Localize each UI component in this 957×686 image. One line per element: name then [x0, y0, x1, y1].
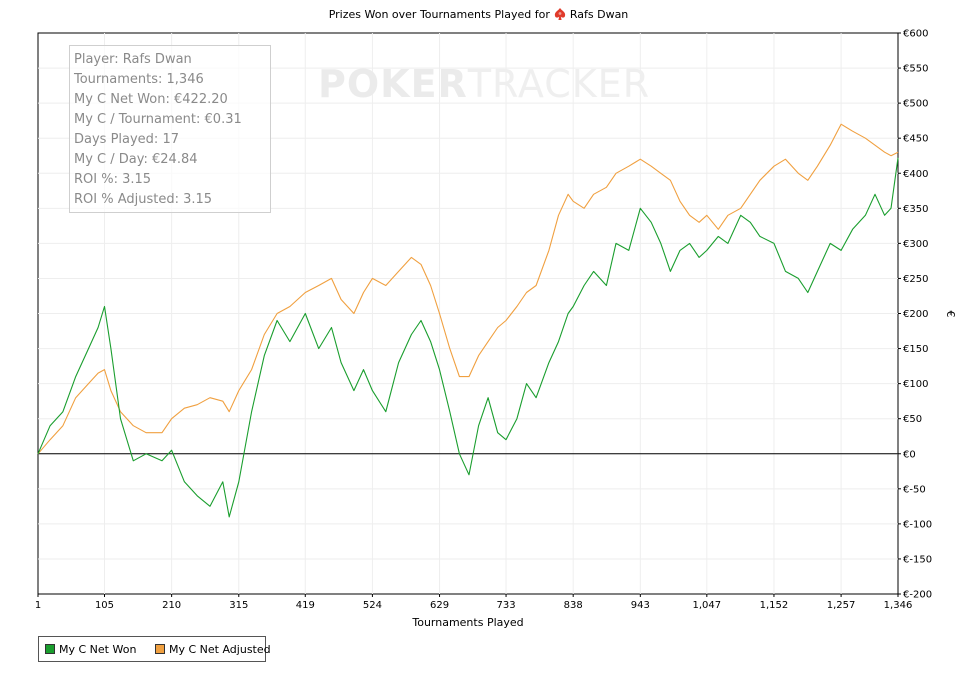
x-tick-label: 838	[564, 600, 583, 611]
y-tick-label: €600	[903, 29, 928, 40]
legend-swatch-net-adjusted	[155, 644, 165, 654]
y-tick-label: €-200	[903, 590, 932, 601]
y-tick-label: €500	[903, 99, 928, 110]
y-tick-label: €450	[903, 134, 928, 145]
chart-title-player: Rafs Dwan	[569, 8, 629, 21]
y-tick-label: €0	[903, 449, 916, 460]
watermark-bold: POKER	[318, 62, 468, 106]
y-tick-label: €350	[903, 204, 928, 215]
stat-tournaments: Tournaments: 1,346	[74, 72, 204, 87]
y-tick-label: €200	[903, 309, 928, 320]
stat-per-tournament: My C / Tournament: €0.31	[74, 112, 242, 127]
x-tick-label: 315	[229, 600, 248, 611]
chart-title-prefix: Prizes Won over Tournaments Played for	[328, 8, 550, 21]
stat-player: Player: Rafs Dwan	[74, 52, 192, 67]
pokertracker-watermark: POKERTRACKER	[318, 62, 650, 106]
x-tick-label: 1,257	[827, 600, 856, 611]
stats-box: Player: Rafs Dwan Tournaments: 1,346 My …	[69, 45, 271, 213]
y-tick-label: €150	[903, 344, 928, 355]
x-tick-label: 419	[296, 600, 315, 611]
series-line-net-adjusted	[37, 123, 899, 455]
y-tick-label: €250	[903, 274, 928, 285]
x-axis-label: Tournaments Played	[411, 616, 523, 629]
y-tick-label: €-100	[903, 519, 932, 530]
watermark-light: TRACKER	[467, 62, 651, 106]
y-axis-label: €	[944, 311, 957, 318]
series-line-net-won	[37, 157, 899, 518]
legend-item-net-won: My C Net Won	[45, 643, 136, 656]
legend-item-net-adjusted: My C Net Adjusted	[155, 643, 271, 656]
series-layer	[37, 123, 899, 518]
y-tick-label: €300	[903, 239, 928, 250]
x-tick-label: 733	[496, 600, 515, 611]
y-tick-label: €50	[903, 414, 922, 425]
x-tick-label: 105	[95, 600, 114, 611]
x-tick-label: 1	[35, 600, 41, 611]
stat-days-played: Days Played: 17	[74, 132, 179, 147]
x-tick-label: 1,152	[760, 600, 789, 611]
legend-swatch-net-won	[45, 644, 55, 654]
stat-net-won: My C Net Won: €422.20	[74, 92, 228, 107]
y-tick-label: €400	[903, 169, 928, 180]
y-tick-label: €100	[903, 379, 928, 390]
chart-title: Prizes Won over Tournaments Played for Ra…	[0, 8, 957, 21]
x-tick-label: 210	[162, 600, 181, 611]
stat-roi: ROI %: 3.15	[74, 172, 152, 187]
y-tick-label: €-150	[903, 554, 932, 565]
x-tick-label: 524	[363, 600, 382, 611]
y-tick-label: €-50	[903, 484, 926, 495]
x-tick-label: 1,047	[692, 600, 721, 611]
spade-icon	[554, 8, 566, 20]
y-tick-label: €550	[903, 64, 928, 75]
stat-roi-adjusted: ROI % Adjusted: 3.15	[74, 192, 213, 207]
stat-per-day: My C / Day: €24.84	[74, 152, 198, 167]
x-tick-label: 629	[430, 600, 449, 611]
x-tick-label: 1,346	[884, 600, 913, 611]
y-axis-ticks: €600 €550 €500 €450 €400 €350 €300 €250 €200 €150…	[898, 29, 932, 601]
legend: My C Net Won My C Net Adjusted	[38, 636, 271, 662]
x-axis-ticks: 1 105 210 315 419 524 629 733 838 943 1,047 1,152 1,…	[35, 594, 913, 611]
x-tick-label: 943	[631, 600, 650, 611]
legend-label-net-won: My C Net Won	[59, 643, 137, 656]
legend-label-net-adjusted: My C Net Adjusted	[169, 643, 271, 656]
